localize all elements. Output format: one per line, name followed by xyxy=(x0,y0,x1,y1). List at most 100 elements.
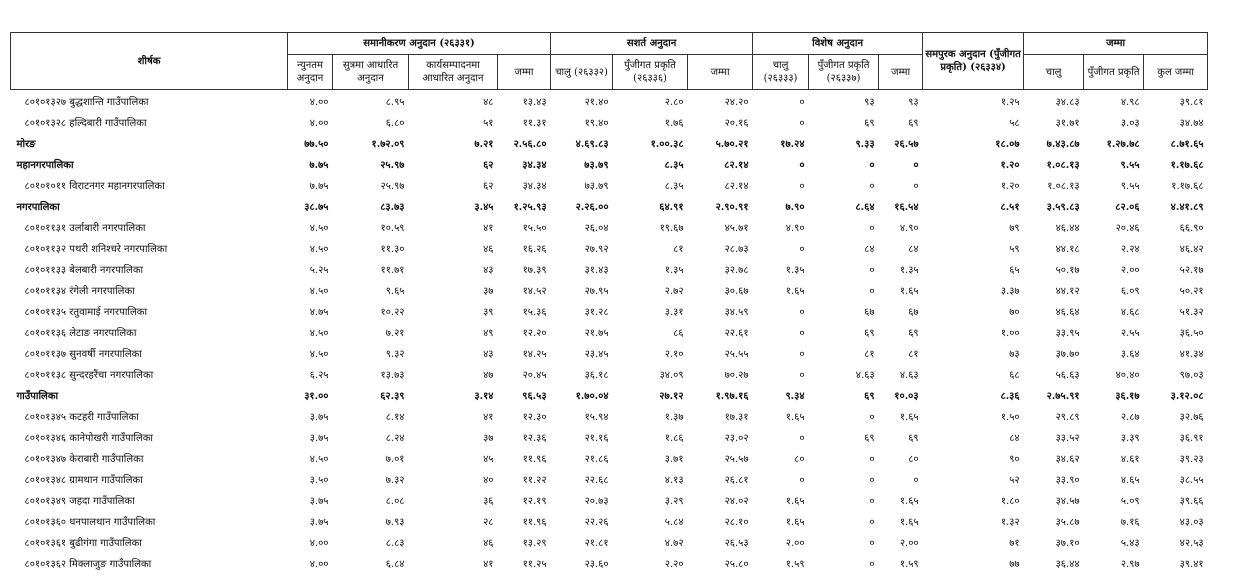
cell-value: ११.९६ xyxy=(522,453,547,465)
cell-value: १७.२४ xyxy=(780,138,805,150)
cell-value: ३.७५ xyxy=(309,516,329,528)
cell-value: २०.१६ xyxy=(724,117,749,129)
row-label: ८०१०११३१ उर्लाबारी नगरपालिका xyxy=(24,222,146,234)
cell-value: ० xyxy=(799,327,805,339)
cell-value: ३९.२३ xyxy=(1179,453,1204,465)
cell-value: ८४ xyxy=(1009,432,1020,444)
cell-value: १.३५ xyxy=(664,264,684,276)
cell-value: ६२ xyxy=(483,180,494,192)
cell-value: ३९ xyxy=(483,306,494,318)
cell-value: १.०८.१३ xyxy=(1047,180,1080,192)
cell-value: ३.५० xyxy=(309,474,329,486)
row-label: ८०१०११३४ रंगेली नगरपालिका xyxy=(24,285,135,297)
cell-value: ० xyxy=(913,180,919,192)
cell-value: ४१ xyxy=(483,222,494,234)
cell-value: ३४.५७ xyxy=(1055,495,1080,507)
cell-value: ७.४३.८७ xyxy=(1046,138,1080,150)
cell-value: २.२० xyxy=(664,558,684,570)
group-header: समपुरक अनुदान (पुँजीगत प्रकृति) (२६३३४) xyxy=(922,32,1025,90)
table-row: ८०१०११३८ सुन्दरहरैंचा नगरपालिका ६.२५ १३.७३… xyxy=(11,363,1208,384)
cell-value: ४.०० xyxy=(309,117,329,129)
cell-value: ३.३७ xyxy=(1000,285,1020,297)
cell-value: ३.१२.०८ xyxy=(1170,390,1204,402)
cell-value: ३४.७४ xyxy=(1179,117,1204,129)
cell-value: ८.१४ xyxy=(385,411,405,423)
cell-value: ७१ xyxy=(1009,537,1020,549)
cell-value: ९.३३ xyxy=(855,138,875,150)
cell-value: २५.९७ xyxy=(380,159,405,171)
cell-value: ० xyxy=(799,159,805,171)
cell-value: ३७.१० xyxy=(1055,537,1080,549)
cell-value: २.७५.९१ xyxy=(1046,390,1080,402)
cell-value: ७.१६ xyxy=(1120,516,1140,528)
cell-value: २२.६८ xyxy=(584,474,609,486)
cell-value: ३१.०० xyxy=(304,390,329,402)
column-header: पुँजीगत प्रकृति xyxy=(1083,54,1145,90)
cell-value: ४.५० xyxy=(309,327,329,339)
cell-value: ७७.५० xyxy=(304,138,329,150)
cell-value: २५.९७ xyxy=(380,180,405,192)
cell-value: ३.३१ xyxy=(664,306,684,318)
column-header: कार्यसम्पादनमा आधारित अनुदान xyxy=(408,54,498,90)
cell-value: ४९ xyxy=(483,327,494,339)
cell-value: ५.०९ xyxy=(1120,495,1140,507)
cell-value: ११.२२ xyxy=(522,474,547,486)
cell-value: ७.२१ xyxy=(474,138,494,150)
cell-value: ३७.७० xyxy=(1055,348,1080,360)
cell-value: ४६.४२ xyxy=(1179,243,1204,255)
cell-value: २६.०४ xyxy=(584,222,609,234)
cell-value: ० xyxy=(869,222,875,234)
cell-value: ३६.४४ xyxy=(1055,558,1080,570)
cell-value: ० xyxy=(799,117,805,129)
cell-value: ८.७१.६५ xyxy=(1170,138,1204,150)
row-label: ८०१०११३८ सुन्दरहरैंचा नगरपालिका xyxy=(24,369,154,381)
cell-value: १.६५ xyxy=(785,285,805,297)
cell-value: २.२६.०० xyxy=(575,201,609,213)
cell-value: ६.८४ xyxy=(385,558,405,570)
cell-value: ३.४५ xyxy=(474,201,494,213)
cell-value: ४५ xyxy=(483,453,494,465)
row-label: गाउँपालिका xyxy=(16,390,59,402)
cell-value: २.१० xyxy=(664,348,684,360)
table-row: ८०१०१३४५ कटहरी गाउँपालिका ३.७५ ८.१४ ४१ १२.३०… xyxy=(11,405,1208,426)
cell-value: ० xyxy=(799,180,805,192)
cell-value: १.६५ xyxy=(785,495,805,507)
cell-value: २८.१० xyxy=(724,516,749,528)
cell-value: ० xyxy=(913,474,919,486)
cell-value: ४.५० xyxy=(309,222,329,234)
cell-value: ४७ xyxy=(483,369,494,381)
cell-value: ३६ xyxy=(483,495,494,507)
cell-value: ४.९० xyxy=(785,222,805,234)
cell-value: ७.७५ xyxy=(309,159,329,171)
cell-value: ४.६३ xyxy=(855,369,875,381)
cell-value: ३१.७१ xyxy=(1055,117,1080,129)
cell-value: २८.७३ xyxy=(724,243,749,255)
cell-value: ६.२५ xyxy=(309,369,329,381)
column-header: सुत्रमा आधारित अनुदान xyxy=(332,54,409,90)
cell-value: ० xyxy=(869,516,875,528)
cell-value: ७.९० xyxy=(785,201,805,213)
cell-value: ३३.५२ xyxy=(1055,432,1080,444)
cell-value: १३.२९ xyxy=(522,537,547,549)
cell-value: ३.०३ xyxy=(1120,117,1140,129)
cell-value: ० xyxy=(869,474,875,486)
cell-value: २५.५५ xyxy=(724,348,749,360)
cell-value: ० xyxy=(869,495,875,507)
cell-value: ३.३९ xyxy=(1120,432,1140,444)
cell-value: १२.३० xyxy=(522,411,547,423)
cell-value: ८६ xyxy=(673,327,684,339)
cell-value: ० xyxy=(869,180,875,192)
cell-value: ० xyxy=(869,411,875,423)
cell-value: १८.०७ xyxy=(995,138,1020,150)
cell-value: २३.६० xyxy=(584,558,609,570)
cell-value: २४.२० xyxy=(724,96,749,108)
cell-value: ३८.७५ xyxy=(304,201,329,213)
cell-value: १.५९ xyxy=(899,558,919,570)
cell-value: ११.३१ xyxy=(522,117,547,129)
cell-value: ६९ xyxy=(864,117,875,129)
cell-value: ८२.१४ xyxy=(724,159,749,171)
cell-value: १६.५४ xyxy=(894,201,919,213)
cell-value: ५१.३२ xyxy=(1179,306,1204,318)
cell-value: ४.५० xyxy=(309,348,329,360)
